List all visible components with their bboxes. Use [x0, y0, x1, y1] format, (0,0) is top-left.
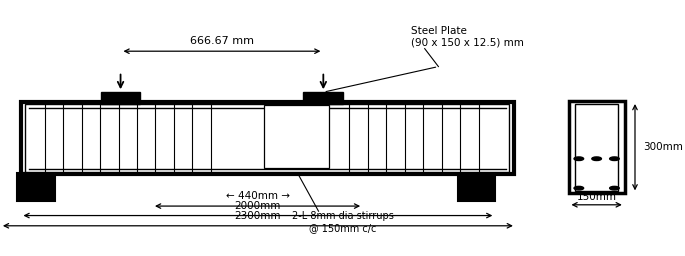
- Bar: [575, 104, 618, 191]
- Text: ← 440mm →: ← 440mm →: [225, 191, 290, 201]
- Text: 666.67 mm: 666.67 mm: [190, 36, 254, 46]
- Bar: [303, 92, 343, 104]
- Bar: [17, 173, 55, 201]
- Text: Steel Plate
(90 x 150 x 12.5) mm: Steel Plate (90 x 150 x 12.5) mm: [411, 26, 524, 47]
- Text: 2300mm: 2300mm: [235, 211, 281, 221]
- Text: 150mm: 150mm: [577, 192, 616, 202]
- Circle shape: [610, 186, 619, 190]
- Circle shape: [592, 157, 601, 161]
- Text: ←200mm→: ←200mm→: [269, 111, 323, 121]
- Bar: [25, 104, 509, 172]
- Text: 2000mm: 2000mm: [235, 201, 281, 211]
- Bar: [101, 92, 140, 104]
- Text: 2-L 8mm dia stirrups
@ 150mm c/c: 2-L 8mm dia stirrups @ 150mm c/c: [292, 211, 393, 233]
- Circle shape: [610, 157, 619, 161]
- Bar: [569, 101, 625, 193]
- Bar: [21, 102, 514, 174]
- Circle shape: [574, 157, 584, 161]
- Bar: [264, 105, 329, 168]
- Bar: [458, 173, 495, 201]
- Circle shape: [574, 186, 584, 190]
- Text: 300mm: 300mm: [643, 142, 683, 152]
